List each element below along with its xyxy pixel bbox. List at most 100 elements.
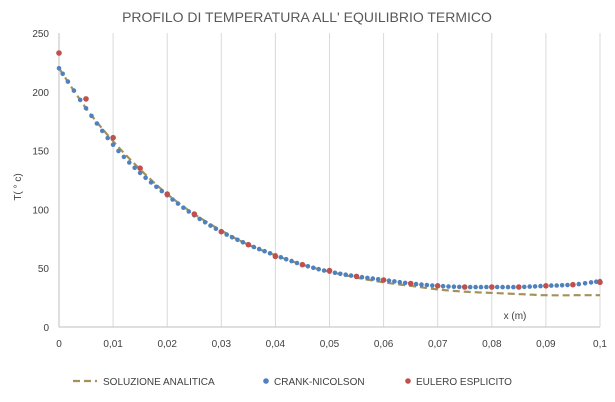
crank-nicolson-point	[181, 205, 186, 210]
crank-nicolson-point	[229, 235, 235, 240]
crank-nicolson-point	[305, 264, 311, 269]
crank-nicolson-point	[348, 273, 354, 278]
crank-nicolson-point	[446, 284, 451, 289]
eulero-point	[164, 191, 170, 197]
eulero-point	[83, 96, 89, 102]
axes: 0 0,01 0,02 0,03 0,04 0,05 0,06 0,07 0,08 0,09 0,1…	[32, 29, 607, 350]
crank-nicolson-point	[365, 275, 370, 281]
chart-title: PROFILO DI TEMPERATURA ALL' EQUILIBRIO T…	[122, 9, 492, 25]
x-tick-label: 0,01	[103, 339, 123, 350]
crank-nicolson-point	[332, 270, 338, 276]
eulero-point	[191, 211, 198, 217]
crank-nicolson-point	[402, 280, 408, 286]
eulero-point	[110, 134, 116, 141]
crank-nicolson-point	[522, 284, 527, 290]
legend-label: SOLUZIONE ANALITICA	[103, 377, 215, 388]
legend: SOLUZIONE ANALITICA CRANK-NICOLSON EULERO …	[73, 377, 512, 388]
x-axis-label: x (m)	[504, 311, 527, 322]
crank-nicolson-point	[116, 148, 121, 154]
eulero-point	[218, 228, 225, 235]
crank-nicolson-point	[60, 71, 65, 77]
crank-nicolson-point	[94, 121, 100, 126]
crank-nicolson-point	[197, 216, 202, 222]
grid	[58, 33, 601, 327]
crank-nicolson-point	[267, 251, 273, 256]
eulero-point	[380, 277, 387, 283]
eulero-point	[299, 261, 306, 268]
legend-marker	[263, 378, 269, 384]
eulero-point	[516, 284, 522, 290]
crank-nicolson-point	[511, 284, 516, 290]
crank-nicolson-point	[494, 284, 500, 290]
crank-nicolson-point	[576, 281, 582, 287]
crank-nicolson-point	[440, 283, 446, 289]
eulero-point	[543, 283, 549, 289]
crank-nicolson-point	[478, 284, 484, 290]
x-tick-label: 0,1	[593, 339, 607, 350]
plot-area	[56, 50, 603, 297]
crank-nicolson-point	[208, 223, 213, 228]
crank-nicolson-point	[397, 279, 403, 285]
eulero-point	[353, 273, 360, 280]
crank-nicolson-point	[77, 97, 83, 103]
crank-nicolson-point	[170, 197, 175, 202]
crank-nicolson-point	[559, 283, 565, 288]
crank-nicolson-point	[127, 160, 132, 165]
crank-nicolson-point	[294, 260, 300, 266]
crank-nicolson-point	[110, 142, 116, 147]
eulero-point	[245, 241, 252, 248]
crank-nicolson-point	[262, 248, 267, 254]
crank-nicolson-point	[154, 184, 159, 190]
y-axis-label: T( ° c)	[13, 173, 24, 200]
crank-nicolson-point	[105, 135, 110, 141]
y-tick-label: 0	[43, 323, 49, 334]
crank-nicolson-point	[321, 268, 327, 273]
crank-nicolson-point	[256, 246, 262, 252]
x-tick-label: 0,02	[157, 339, 177, 350]
eulero-point	[570, 281, 576, 288]
crank-nicolson-point	[451, 284, 457, 290]
x-tick-label: 0,06	[374, 339, 394, 350]
y-tick-label: 200	[32, 88, 49, 99]
y-tick-label: 100	[32, 205, 49, 216]
crank-nicolson-point	[186, 209, 192, 214]
crank-nicolson-point	[338, 271, 343, 277]
crank-nicolson-point	[473, 284, 478, 290]
crank-nicolson-point	[549, 283, 554, 288]
crank-nicolson-point	[527, 284, 532, 289]
crank-nicolson-point	[121, 154, 127, 160]
legend-marker	[405, 378, 411, 384]
crank-nicolson-point	[430, 283, 435, 288]
x-tick-label: 0,09	[536, 339, 556, 350]
crank-nicolson-point	[224, 232, 229, 237]
crank-nicolson-point	[343, 272, 349, 278]
crank-nicolson-point	[240, 240, 246, 245]
x-tick-label: 0,05	[320, 339, 340, 350]
crank-nicolson-point	[582, 281, 588, 286]
crank-nicolson-point	[359, 274, 365, 280]
crank-nicolson-point	[505, 284, 511, 290]
eulero-point	[272, 253, 279, 260]
crank-nicolson-point	[419, 282, 424, 287]
crank-nicolson-point	[484, 284, 489, 290]
y-tick-label: 250	[32, 29, 49, 40]
x-tick-label: 0,03	[212, 339, 232, 350]
crank-nicolson-point	[235, 237, 240, 243]
eulero-point	[489, 284, 495, 290]
crank-nicolson-point	[457, 284, 462, 290]
eulero-point	[461, 284, 468, 290]
crank-nicolson-point	[251, 244, 257, 250]
crank-nicolson-point	[386, 278, 392, 284]
crank-nicolson-point	[175, 201, 181, 206]
crank-nicolson-point	[132, 165, 137, 171]
crank-nicolson-point	[532, 284, 538, 289]
crank-nicolson-point	[500, 284, 505, 290]
crank-nicolson-point	[56, 66, 62, 71]
crank-nicolson-point	[538, 283, 543, 289]
eulero-point	[434, 283, 441, 289]
eulero-point	[326, 267, 333, 274]
crank-nicolson-point	[375, 277, 381, 282]
crank-nicolson-point	[83, 106, 89, 111]
x-tick-label: 0,08	[482, 339, 502, 350]
